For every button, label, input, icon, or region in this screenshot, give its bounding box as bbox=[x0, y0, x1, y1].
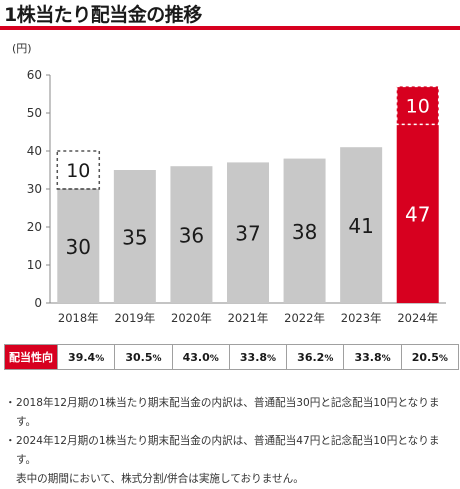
percent-unit: % bbox=[95, 353, 105, 364]
y-unit-label: (円) bbox=[12, 42, 32, 55]
percent-unit: % bbox=[209, 353, 219, 364]
y-tick-label: 0 bbox=[34, 296, 42, 310]
payout-ratio-value: 30.5 bbox=[125, 350, 153, 364]
payout-ratio-table: 配当性向 39.4% 30.5% 43.0% 33.8% 36.2% 33.8% 20.5% bbox=[4, 344, 460, 370]
payout-ratio-cell: 36.2% bbox=[286, 344, 345, 370]
footnote-item: ・ 2018年12月期の1株当たり期末配当金の内訳は、普通配当30円と記念配当10… bbox=[4, 394, 458, 432]
y-tick-label: 60 bbox=[27, 68, 42, 82]
y-tick-label: 20 bbox=[27, 220, 42, 234]
payout-ratio-cell: 20.5% bbox=[400, 344, 460, 370]
payout-ratio-cell: 33.8% bbox=[228, 344, 288, 370]
payout-ratio-value: 20.5 bbox=[411, 350, 439, 364]
bar-value-label: 47 bbox=[405, 203, 430, 227]
payout-ratio-cell: 39.4% bbox=[56, 344, 116, 370]
x-tick-label: 2020年 bbox=[171, 311, 212, 325]
footnote-item: ・ 2024年12月期の1株当たり期末配当金の内訳は、普通配当47円と記念配当10… bbox=[4, 432, 458, 470]
percent-unit: % bbox=[438, 353, 448, 364]
bar-value-label: 10 bbox=[66, 160, 90, 182]
bar-value-label: 38 bbox=[292, 220, 317, 244]
footnotes: ・ 2018年12月期の1株当たり期末配当金の内訳は、普通配当30円と記念配当10… bbox=[4, 394, 458, 489]
payout-ratio-row: 配当性向 39.4% 30.5% 43.0% 33.8% 36.2% 33.8% 20.5% bbox=[4, 344, 460, 370]
payout-ratio-value: 33.8 bbox=[354, 350, 382, 364]
payout-ratio-value: 33.8 bbox=[239, 350, 268, 364]
dividend-bar-chart: (円) 0 10 20 30 40 50 60 30 10 35 36 37 38 41 47 10 201… bbox=[12, 42, 446, 325]
bar-ordinary-4 bbox=[227, 162, 269, 303]
y-tick-label: 30 bbox=[27, 182, 42, 196]
bar-value-label: 30 bbox=[66, 235, 91, 259]
title-underline bbox=[0, 26, 460, 30]
y-tick-label: 50 bbox=[27, 106, 42, 120]
bar-commemorative-7 bbox=[395, 85, 440, 126]
percent-unit: % bbox=[381, 353, 391, 364]
percent-unit: % bbox=[152, 353, 162, 364]
bar-value-label: 37 bbox=[235, 222, 260, 246]
bar-ordinary-1 bbox=[57, 189, 100, 303]
payout-ratio-cell: 43.0% bbox=[171, 344, 230, 370]
bar-ordinary-7 bbox=[396, 124, 439, 304]
page-title: 1株当たり配当金の推移 bbox=[4, 4, 202, 26]
bar-ordinary-6 bbox=[340, 147, 383, 303]
payout-ratio-cell: 33.8% bbox=[343, 344, 402, 370]
bar-value-label: 36 bbox=[179, 224, 204, 248]
bar-ordinary-5 bbox=[283, 158, 326, 303]
x-tick-label: 2022年 bbox=[284, 311, 325, 325]
bar-ordinary-2 bbox=[113, 170, 156, 303]
payout-ratio-value: 43.0 bbox=[182, 350, 210, 364]
bar-value-label: 35 bbox=[122, 226, 147, 250]
footnote-text: 表中の期間において、株式分割/併合は実施しておりません。 bbox=[16, 473, 304, 485]
x-tick-label: 2018年 bbox=[58, 311, 99, 325]
footnote-text: 2024年12月期の1株当たり期末配当金の内訳は、普通配当47円と記念配当10円… bbox=[16, 435, 440, 466]
bar-value-label: 10 bbox=[406, 95, 430, 117]
footnote-item: 表中の期間において、株式分割/併合は実施しておりません。 bbox=[4, 470, 458, 489]
footnote-text: 2018年12月期の1株当たり期末配当金の内訳は、普通配当30円と記念配当10円… bbox=[16, 397, 440, 428]
bullet-mark: ・ bbox=[5, 397, 16, 409]
payout-ratio-cell: 30.5% bbox=[114, 344, 173, 370]
bar-commemorative-1 bbox=[56, 150, 101, 190]
payout-ratio-value: 36.2 bbox=[297, 350, 325, 364]
y-tick-label: 10 bbox=[27, 258, 42, 272]
percent-unit: % bbox=[324, 353, 334, 364]
bar-value-label: 41 bbox=[348, 214, 373, 238]
percent-unit: % bbox=[267, 353, 277, 364]
x-tick-label: 2019年 bbox=[114, 311, 155, 325]
x-tick-label: 2023年 bbox=[341, 311, 382, 325]
x-tick-label: 2024年 bbox=[397, 311, 438, 325]
y-tick-label: 40 bbox=[27, 144, 42, 158]
bullet-mark: ・ bbox=[5, 435, 16, 447]
bar-ordinary-3 bbox=[170, 166, 213, 303]
payout-ratio-label: 配当性向 bbox=[4, 344, 58, 370]
x-tick-label: 2021年 bbox=[228, 311, 269, 325]
payout-ratio-value: 39.4 bbox=[68, 350, 96, 364]
